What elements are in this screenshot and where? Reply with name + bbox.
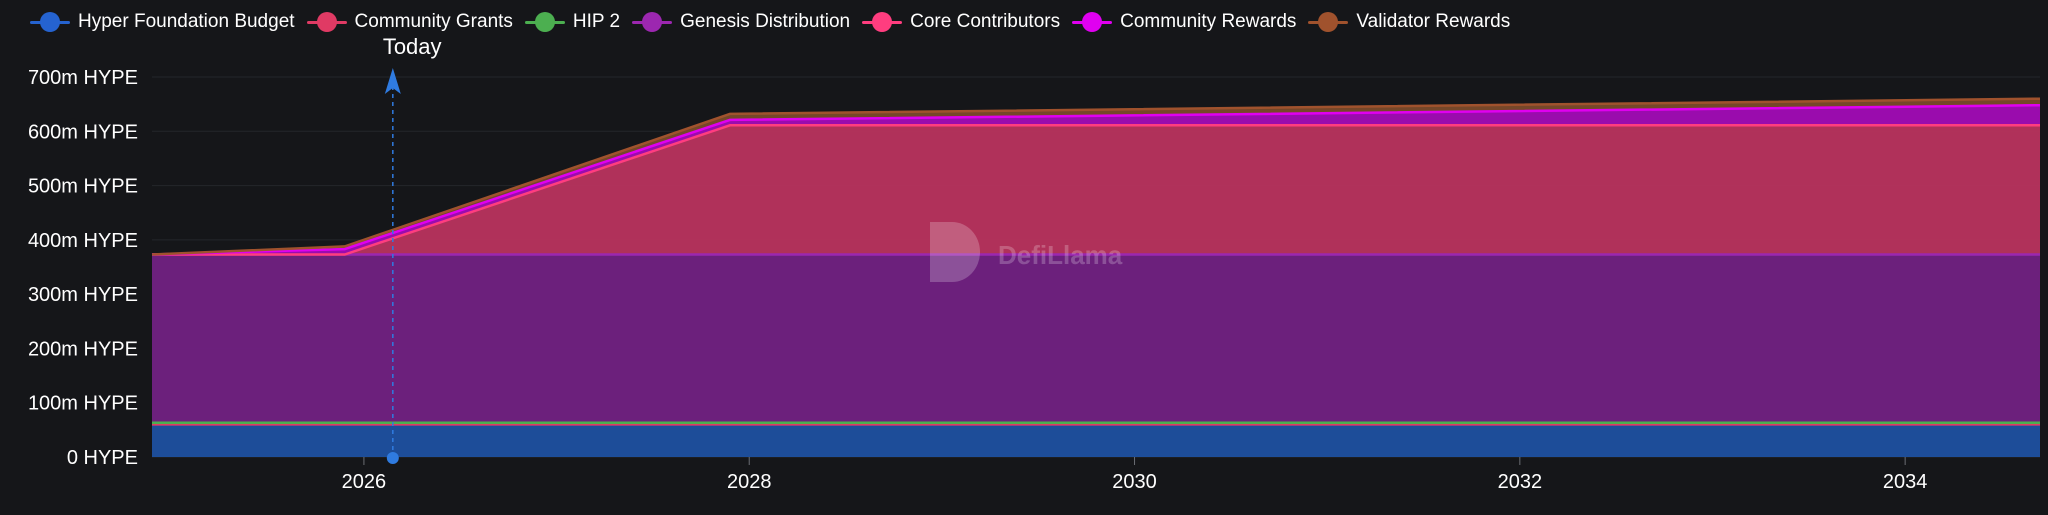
y-tick-label: 100m HYPE	[28, 393, 138, 415]
legend-item-hyper-foundation-budget[interactable]: Hyper Foundation Budget	[30, 11, 295, 33]
y-tick-label: 300m HYPE	[28, 284, 138, 306]
legend-label: Community Grants	[354, 11, 513, 32]
legend-dot	[642, 12, 663, 32]
legend-swatch	[306, 12, 347, 32]
line-core-contributors	[152, 124, 2040, 256]
legend-label: HIP 2	[572, 11, 621, 32]
legend-swatch	[524, 12, 565, 32]
legend-item-hip-2[interactable]: HIP 2	[524, 11, 621, 33]
legend-swatch	[862, 12, 903, 32]
legend-item-community-grants[interactable]: Community Grants	[306, 11, 513, 33]
chart-legend: Hyper Foundation Budget Community Grants H…	[30, 9, 1522, 35]
legend-dot	[1318, 12, 1339, 32]
y-tick-label: 400m HYPE	[28, 230, 138, 252]
legend-dot	[316, 12, 337, 32]
y-tick-label: 0 HYPE	[67, 447, 138, 469]
legend-label: Core Contributors	[910, 11, 1061, 32]
line-validator-rewards	[151, 97, 2041, 256]
area-hyper-foundation-budget	[152, 424, 2040, 457]
y-tick-label: 500m HYPE	[28, 176, 138, 198]
legend-swatch	[1308, 12, 1349, 32]
legend-item-genesis-distribution[interactable]: Genesis Distribution	[632, 11, 850, 33]
legend-label: Community Rewards	[1120, 11, 1297, 32]
y-tick-label: 700m HYPE	[28, 67, 138, 89]
today-dot	[386, 452, 399, 464]
legend-dot	[872, 12, 893, 32]
legend-swatch	[1072, 12, 1113, 32]
y-tick-label: 200m HYPE	[28, 338, 138, 360]
x-tick-label: 2026	[342, 471, 387, 493]
legend-item-validator-rewards[interactable]: Validator Rewards	[1308, 11, 1510, 33]
defillama-watermark: DefiLlama	[930, 222, 1123, 282]
x-tick-label: 2030	[1112, 471, 1157, 493]
watermark-text: DefiLlama	[998, 240, 1123, 270]
today-label: Today	[383, 34, 442, 59]
x-tick-label: 2034	[1883, 471, 1928, 493]
x-tick-label: 2028	[727, 471, 772, 493]
legend-swatch	[30, 12, 70, 32]
today-arrow-icon	[384, 68, 401, 94]
legend-label: Validator Rewards	[1356, 11, 1511, 32]
legend-dot	[534, 12, 555, 32]
legend-label: Genesis Distribution	[680, 11, 851, 32]
area-core-contributors	[152, 125, 2040, 255]
y-tick-label: 600m HYPE	[28, 121, 138, 143]
legend-label: Hyper Foundation Budget	[78, 11, 295, 32]
legend-item-core-contributors[interactable]: Core Contributors	[862, 11, 1060, 33]
legend-dot	[40, 12, 60, 32]
area-genesis-distribution	[152, 254, 2040, 423]
legend-swatch	[632, 12, 673, 32]
area-community-rewards	[152, 105, 2040, 255]
llama-logo-icon	[930, 222, 980, 282]
x-tick-label: 2032	[1498, 471, 1543, 493]
legend-item-community-rewards[interactable]: Community Rewards	[1072, 11, 1296, 33]
legend-dot	[1082, 12, 1103, 32]
line-community-rewards	[151, 103, 2041, 256]
